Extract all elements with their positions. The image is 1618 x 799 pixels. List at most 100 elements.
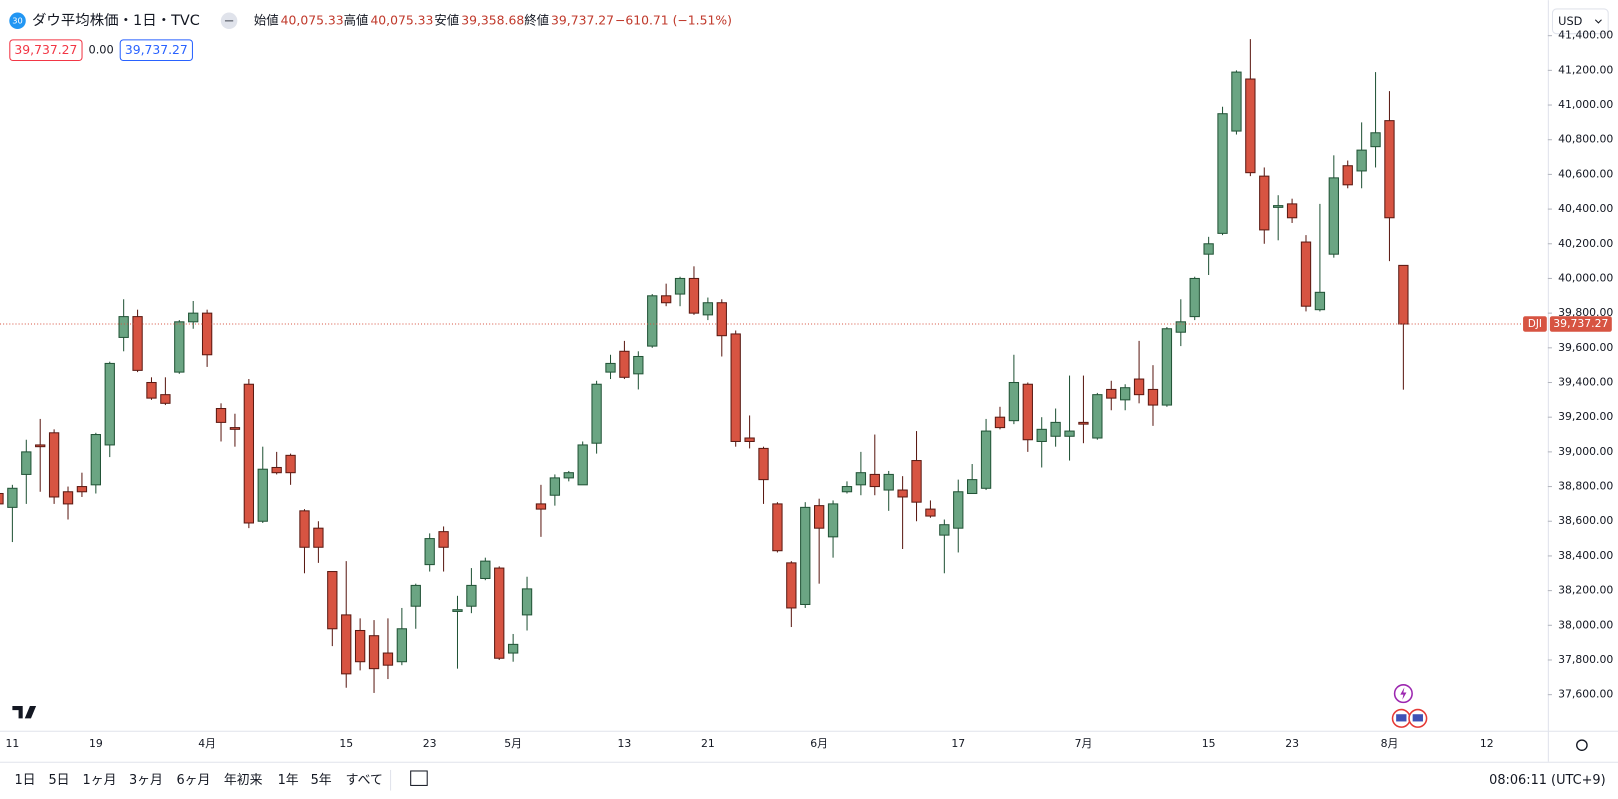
candle-body [494, 567, 505, 659]
candle-body [1259, 175, 1270, 231]
candle-body [869, 473, 880, 488]
y-tick-label: 39,200.00 [1558, 410, 1613, 423]
symbol-title[interactable]: ダウ平均株価・1日・TVC [32, 12, 200, 29]
currency-button[interactable] [1551, 8, 1609, 35]
candle-body [243, 383, 255, 524]
candle-body [688, 277, 700, 314]
price-tag [1549, 316, 1612, 332]
badge-text: 30 [12, 15, 22, 25]
buy-box[interactable] [119, 39, 193, 62]
candle-body [0, 492, 4, 505]
candle-body [1050, 421, 1061, 437]
sell-box[interactable] [9, 39, 83, 62]
candle-body [313, 527, 324, 548]
y-tick-label: 39,800.00 [1558, 306, 1613, 319]
candle-body [354, 629, 366, 663]
candle-body [1273, 205, 1284, 208]
candle-body [62, 491, 74, 505]
candle-body [1300, 241, 1312, 307]
candle-body [994, 416, 1006, 429]
candle-body [1203, 243, 1214, 255]
change-value: −610.71 (−1.51%) [615, 13, 732, 27]
candle-body [452, 609, 463, 612]
candle-body [1328, 177, 1339, 255]
range-button[interactable]: すべて [346, 773, 383, 788]
candle-body [1384, 120, 1395, 219]
y-tick-label: 38,200.00 [1558, 584, 1613, 597]
candle-body [1064, 430, 1075, 437]
candle-body [772, 503, 783, 552]
range-button[interactable]: 1日 [14, 773, 35, 788]
toolbar: 1日 5日 1ヶ月 3ヶ月 6ヶ月 年初来 1年 5年 すべて [14, 773, 382, 788]
range-button[interactable]: 1ヶ月 [83, 773, 117, 788]
x-tick-label: 12 [1480, 737, 1494, 750]
y-tick-label: 40,600.00 [1558, 167, 1613, 180]
close-label: 終値 [524, 12, 549, 27]
dropdown-icon [1594, 19, 1602, 24]
candle-body [410, 584, 421, 607]
candle-body [35, 444, 46, 448]
candle-body [1120, 387, 1131, 401]
candle-body [563, 472, 574, 479]
candle-body [619, 350, 630, 378]
y-tick-label: 37,800.00 [1558, 653, 1613, 666]
y-tick-label: 40,400.00 [1558, 202, 1613, 215]
candle-body [647, 295, 658, 347]
candle-body [299, 510, 310, 548]
candle-body [341, 614, 352, 675]
candle-body [855, 472, 867, 486]
x-tick-label: 11 [5, 737, 19, 750]
candle-body [285, 454, 296, 474]
symbol-badge [9, 12, 26, 30]
candle-body [1189, 277, 1200, 318]
range-button[interactable]: 5日 [48, 773, 69, 788]
candle-body [1286, 203, 1298, 219]
buy-price: 39,737.27 [125, 43, 188, 57]
candle-body [660, 295, 672, 304]
candle-body [188, 312, 199, 323]
candle-body [229, 427, 241, 430]
candle-body [438, 531, 449, 548]
candle-body [1036, 428, 1047, 442]
candle-body [1133, 378, 1145, 396]
x-tick-label: 15 [1202, 737, 1216, 750]
candle-body [1356, 149, 1367, 172]
candle-body [1022, 383, 1033, 441]
x-tick-label: 23 [423, 737, 437, 750]
x-tick-label: 8月 [1381, 737, 1399, 750]
close-value: 39,737.27 [551, 13, 614, 27]
candle-body [813, 505, 825, 529]
range-button[interactable]: 6ヶ月 [176, 773, 210, 788]
x-tick-label: 13 [618, 737, 632, 750]
event-icon-bolt [1400, 687, 1407, 700]
candle-body [21, 451, 32, 475]
candle-body [118, 316, 129, 338]
y-tick-label: 38,000.00 [1558, 618, 1613, 631]
candle-body [1008, 381, 1020, 422]
settings-icon[interactable] [1576, 739, 1588, 752]
candle-body [883, 473, 894, 491]
candle-body [925, 508, 936, 517]
candle-body [174, 321, 185, 373]
candle-body [1398, 264, 1409, 325]
tv-logo[interactable] [12, 705, 37, 719]
y-tick-label: 40,000.00 [1558, 271, 1613, 284]
candle-body [90, 434, 102, 486]
candle-body [786, 562, 797, 609]
candle-body [1231, 71, 1242, 132]
candle-body [800, 506, 811, 606]
sell-price: 39,737.27 [14, 43, 77, 57]
candle-body [939, 524, 950, 536]
candle-body [327, 571, 338, 630]
y-tick-label: 38,400.00 [1558, 549, 1613, 562]
candle-body [841, 486, 853, 493]
range-button[interactable]: 3ヶ月 [129, 773, 163, 788]
range-button[interactable]: 年初来 [224, 773, 263, 788]
range-button[interactable]: 5年 [311, 773, 332, 788]
x-tick-label: 7月 [1075, 737, 1093, 750]
range-button[interactable]: 1年 [278, 773, 299, 788]
candle-body [76, 486, 88, 493]
date-range-icon[interactable] [410, 770, 428, 786]
candle-body [1106, 388, 1117, 399]
